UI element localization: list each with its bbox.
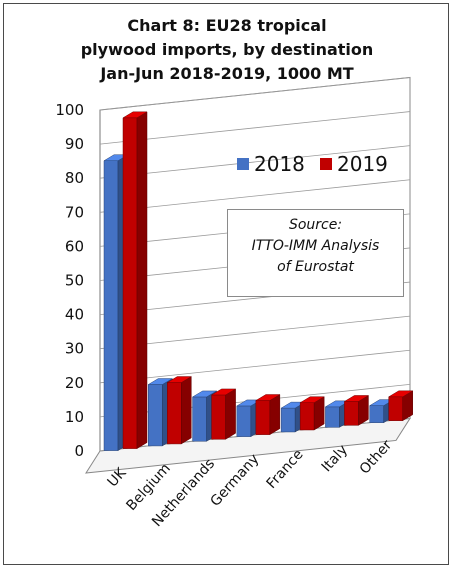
gridline <box>99 349 411 384</box>
bar-2019-france <box>299 396 326 431</box>
y-tick-label: 40 <box>65 306 84 324</box>
bar-2019-netherlands <box>210 388 237 440</box>
y-tick-label: 60 <box>65 237 84 255</box>
bar-2019-germany <box>254 394 281 436</box>
source-line-2: ITTO-IMM Analysis <box>251 238 380 254</box>
y-tick-label: 100 <box>55 101 84 119</box>
gridline <box>99 111 411 145</box>
bars <box>103 111 414 452</box>
chart-title-line-3: Jan-Jun 2018-2019, 1000 MT <box>100 64 354 83</box>
y-tick-label: 70 <box>65 203 84 221</box>
y-tick-label: 50 <box>65 272 84 290</box>
y-tick-label: 80 <box>65 169 84 187</box>
gridline <box>99 145 411 179</box>
source-note: Source: ITTO-IMM Analysis of Eurostat <box>227 209 404 297</box>
legend: 2018 2019 <box>237 152 388 176</box>
y-axis-ticks: 0 10 20 30 40 50 60 70 80 90 100 <box>55 101 84 460</box>
y-tick-label: 20 <box>65 374 84 392</box>
x-tick-label: Germany <box>207 451 262 510</box>
source-line-1: Source: <box>288 217 343 233</box>
chart-title: Chart 8: EU28 tropical plywood imports, … <box>0 14 454 86</box>
gridline <box>99 315 411 350</box>
gridline <box>99 77 411 111</box>
y-tick-label: 90 <box>65 135 84 153</box>
y-tick-label: 30 <box>65 340 84 358</box>
legend-swatch-2019 <box>320 158 332 170</box>
source-line-3: of Eurostat <box>277 259 354 275</box>
legend-swatch-2018 <box>237 158 249 170</box>
legend-label-2018: 2018 <box>254 152 305 176</box>
chart-title-line-1: Chart 8: EU28 tropical <box>127 16 327 35</box>
bar-2019-belgium <box>166 376 193 445</box>
bar-2019-italy <box>343 395 370 426</box>
y-tick-label: 10 <box>65 408 84 426</box>
y-tick-label: 0 <box>74 442 84 460</box>
chart-title-line-2: plywood imports, by destination <box>80 40 374 59</box>
legend-label-2019: 2019 <box>337 152 388 176</box>
bar-2019-uk <box>122 111 148 450</box>
gridline <box>99 179 411 213</box>
bar-2019-other <box>387 390 414 422</box>
